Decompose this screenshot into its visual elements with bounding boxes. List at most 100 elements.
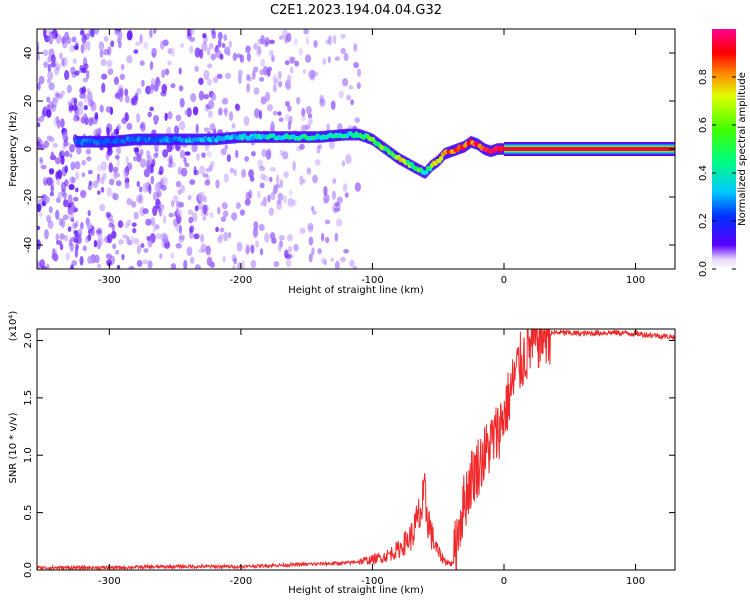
- noise-speckle: [63, 141, 69, 147]
- noise-speckle: [43, 179, 48, 187]
- noise-speckle: [59, 243, 64, 251]
- noise-speckle: [235, 104, 241, 112]
- noise-speckle: [40, 164, 47, 170]
- noise-speckle: [204, 179, 211, 186]
- noise-speckle: [164, 68, 170, 76]
- noise-speckle: [207, 78, 212, 86]
- noise-speckle: [124, 222, 129, 229]
- noise-speckle: [116, 158, 120, 168]
- noise-speckle: [307, 225, 314, 233]
- noise-speckle: [38, 115, 45, 123]
- noise-speckle: [98, 41, 105, 51]
- noise-speckle: [106, 187, 113, 198]
- y-tick-label: 0.5: [23, 505, 34, 521]
- noise-speckle: [239, 54, 245, 63]
- noise-speckle: [159, 253, 163, 259]
- noise-speckle: [164, 112, 168, 122]
- y-tick-label: 1.0: [23, 447, 34, 463]
- noise-speckle: [46, 176, 53, 186]
- noise-speckle: [124, 112, 129, 122]
- noise-speckle: [305, 106, 312, 115]
- noise-speckle: [66, 36, 72, 45]
- noise-speckle: [293, 243, 299, 252]
- noise-speckle: [51, 254, 58, 260]
- noise-speckle: [110, 40, 115, 48]
- noise-speckle: [126, 122, 133, 131]
- noise-speckle: [146, 235, 151, 241]
- noise-speckle: [333, 207, 341, 213]
- noise-speckle: [46, 108, 52, 118]
- noise-speckle: [96, 173, 101, 183]
- noise-speckle: [265, 149, 272, 160]
- noise-speckle: [256, 48, 262, 57]
- noise-speckle: [267, 194, 271, 203]
- noise-speckle: [284, 249, 289, 259]
- noise-speckle: [221, 43, 226, 48]
- noise-speckle: [52, 57, 56, 67]
- noise-speckle: [259, 165, 266, 172]
- snr-ylabel: SNR (10 * v/v): [8, 412, 19, 483]
- noise-speckle: [271, 237, 277, 244]
- noise-speckle: [189, 45, 194, 54]
- noise-speckle: [201, 41, 208, 52]
- noise-speckle: [348, 85, 354, 90]
- noise-speckle: [196, 201, 204, 210]
- noise-speckle: [287, 245, 293, 253]
- noise-speckle: [59, 52, 63, 60]
- noise-speckle: [265, 69, 270, 75]
- noise-speckle: [202, 172, 209, 178]
- noise-speckle: [73, 234, 79, 244]
- noise-speckle: [108, 178, 115, 186]
- noise-speckle: [222, 255, 226, 263]
- noise-speckle: [126, 236, 131, 245]
- noise-speckle: [286, 32, 292, 43]
- noise-speckle: [253, 221, 259, 231]
- noise-speckle: [87, 99, 94, 107]
- noise-speckle: [62, 192, 68, 199]
- noise-speckle: [318, 143, 323, 150]
- noise-speckle: [183, 157, 187, 164]
- noise-speckle: [89, 227, 95, 238]
- x-tick-label: 0: [501, 275, 507, 286]
- noise-speckle: [64, 150, 70, 157]
- noise-speckle: [306, 167, 311, 173]
- noise-speckle: [220, 148, 227, 156]
- noise-speckle: [288, 189, 293, 197]
- noise-speckle: [231, 212, 238, 221]
- noise-speckle: [124, 88, 129, 97]
- noise-speckle: [142, 182, 149, 193]
- noise-speckle: [79, 92, 86, 99]
- noise-speckle: [332, 34, 337, 45]
- noise-speckle: [346, 94, 351, 101]
- noise-speckle: [295, 96, 301, 105]
- spectrogram-xlabel: Height of straight line (km): [288, 285, 424, 296]
- noise-speckle: [101, 73, 108, 80]
- noise-speckle: [37, 239, 41, 250]
- noise-speckle: [226, 154, 231, 163]
- noise-speckle: [91, 116, 98, 125]
- noise-speckle: [249, 175, 255, 182]
- noise-speckle: [284, 60, 290, 66]
- noise-speckle: [70, 264, 74, 269]
- noise-speckle: [264, 37, 270, 46]
- noise-speckle: [178, 224, 183, 235]
- noise-speckle: [237, 69, 243, 77]
- noise-speckle: [300, 124, 307, 133]
- noise-speckle: [282, 151, 289, 160]
- noise-speckle: [241, 260, 245, 269]
- noise-speckle: [80, 221, 84, 230]
- noise-speckle: [67, 100, 72, 106]
- noise-speckle: [178, 234, 186, 240]
- noise-speckle: [75, 42, 79, 51]
- noise-speckle: [194, 65, 199, 72]
- noise-speckle: [308, 69, 315, 79]
- noise-speckle: [167, 111, 173, 120]
- noise-speckle: [132, 228, 137, 234]
- noise-speckle: [112, 193, 119, 201]
- noise-speckle: [113, 128, 120, 136]
- noise-speckle: [327, 56, 332, 64]
- noise-speckle: [73, 196, 79, 202]
- noise-speckle: [252, 70, 256, 80]
- noise-speckle: [70, 66, 76, 75]
- noise-speckle: [148, 183, 152, 195]
